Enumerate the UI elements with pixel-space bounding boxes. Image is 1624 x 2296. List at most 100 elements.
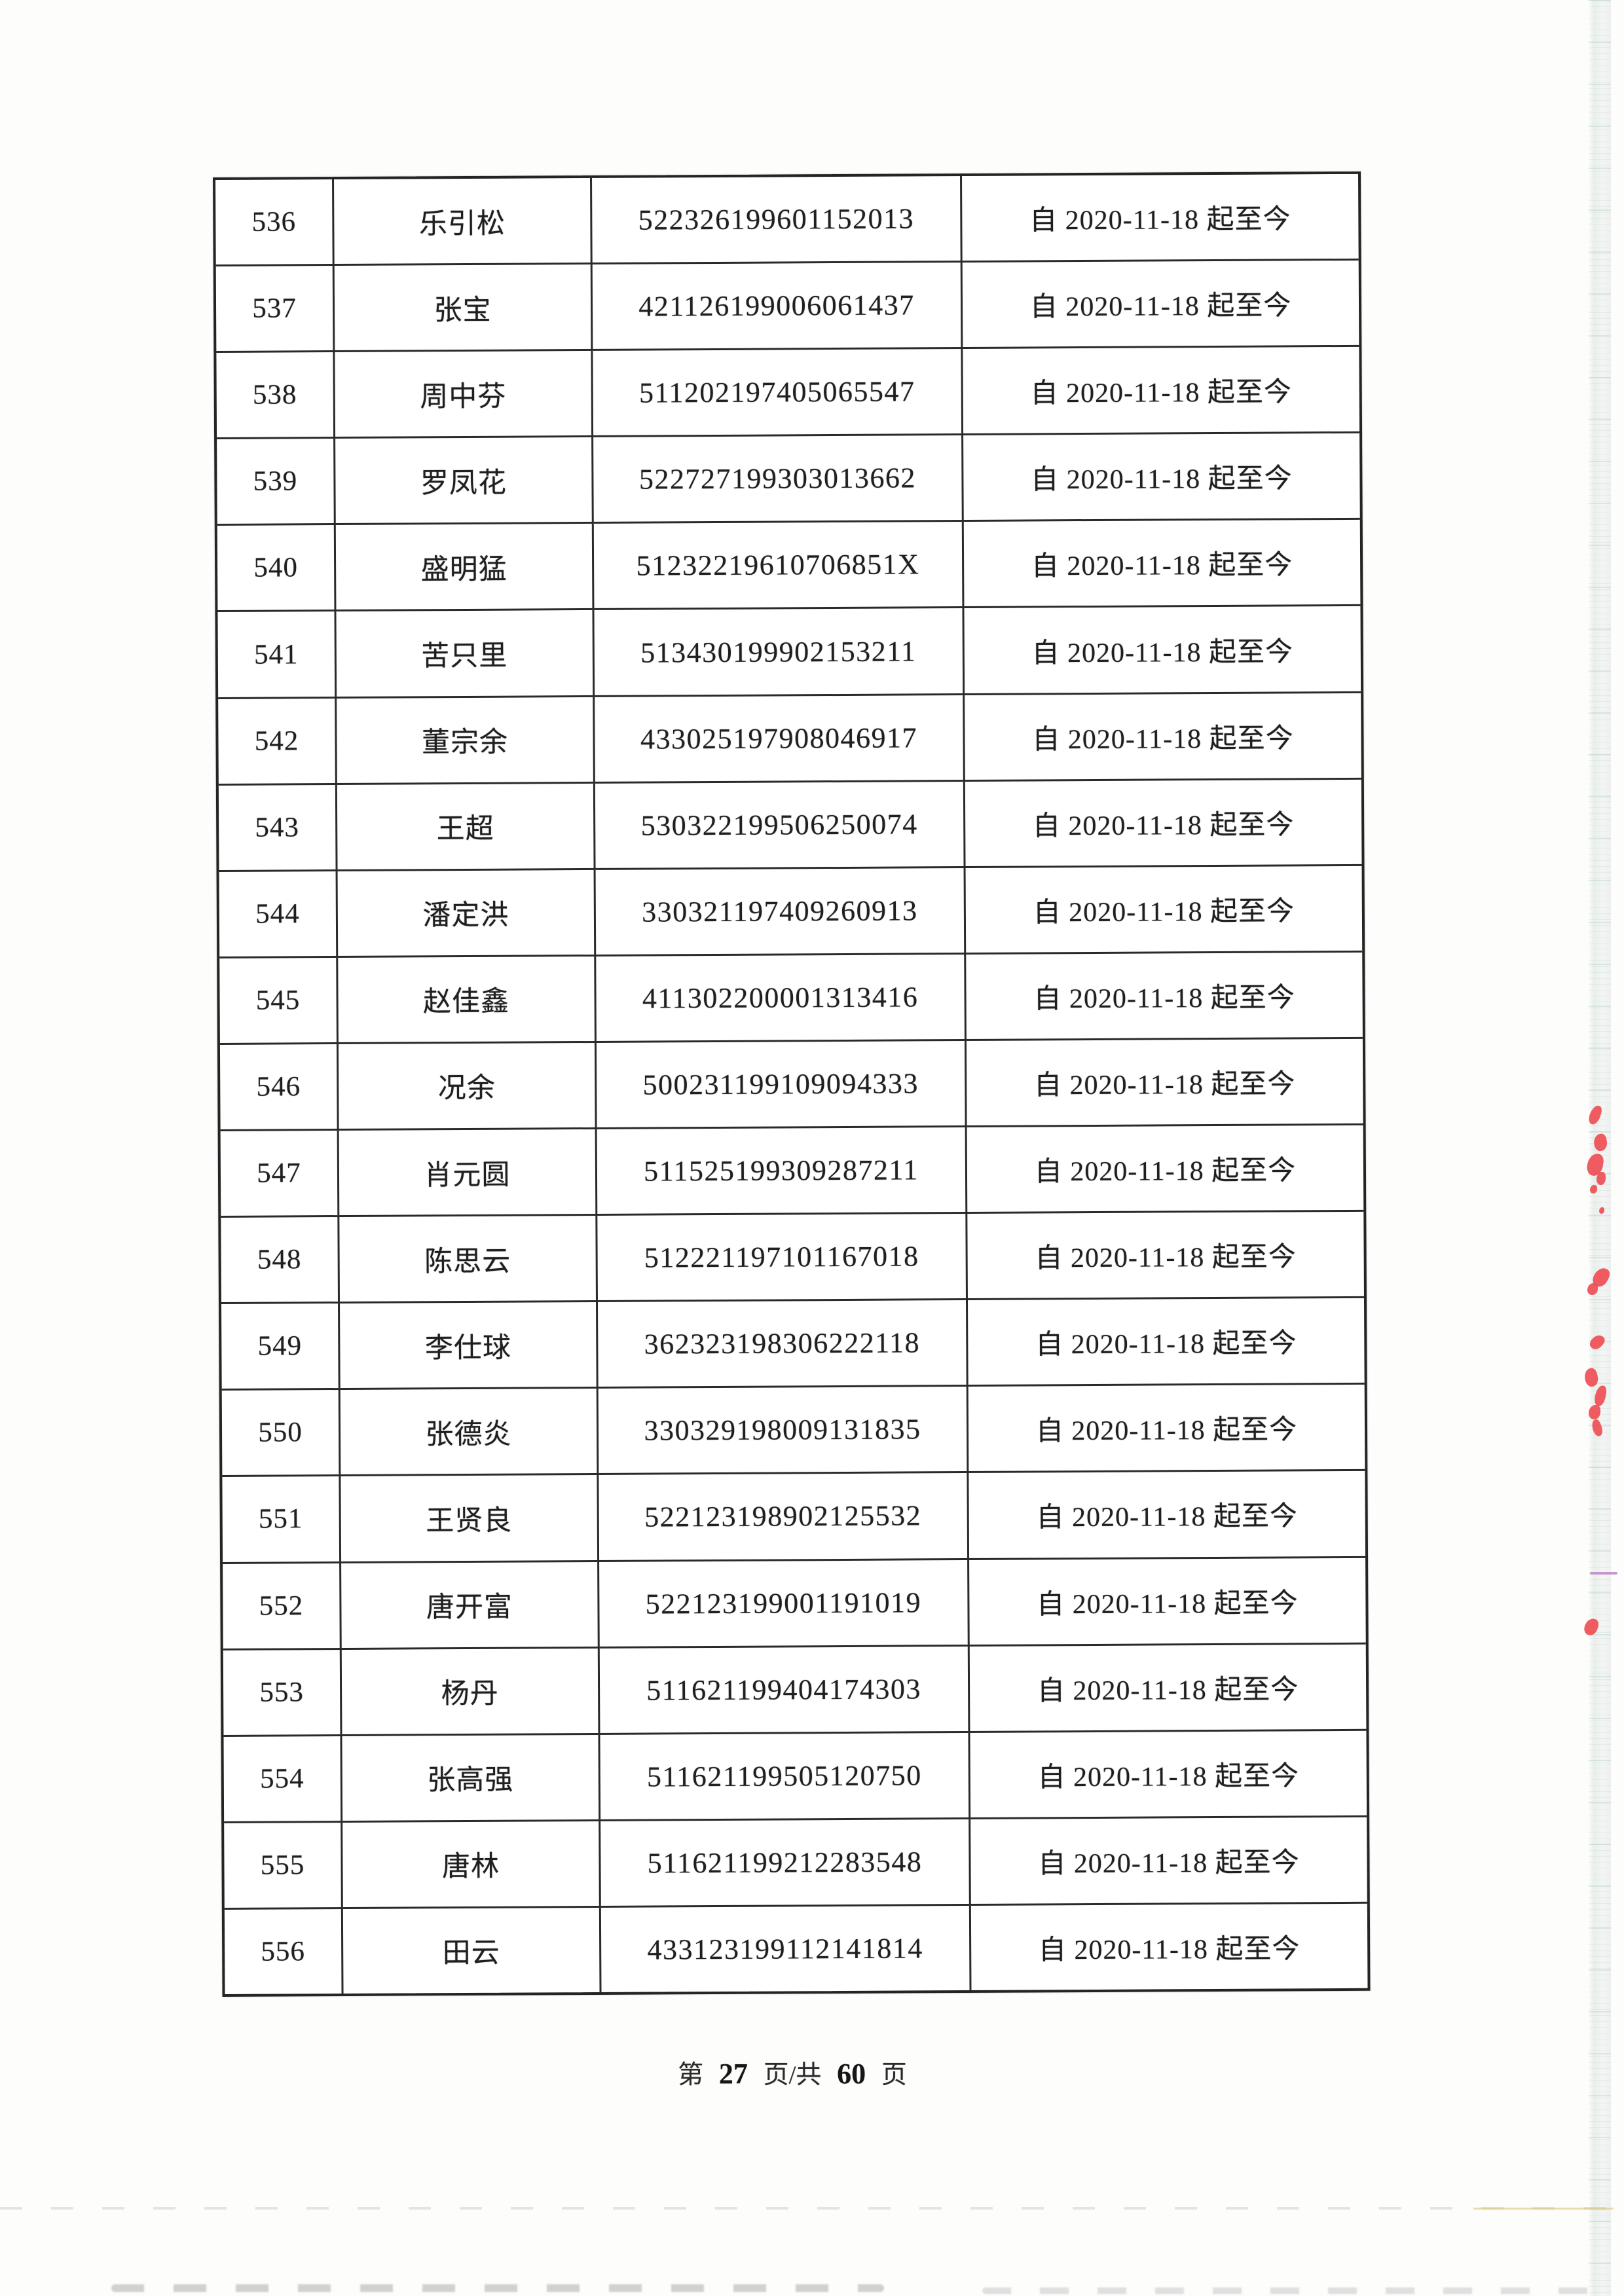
row-index-cell: 554	[223, 1736, 343, 1821]
name-cell: 唐开富	[341, 1561, 600, 1648]
name-cell: 张高强	[342, 1734, 601, 1821]
name-cell: 张宝	[334, 264, 593, 351]
period-cell: 自 2020-11-18 起至今	[1029, 204, 1291, 236]
yellow-streak-segment	[1473, 2208, 1614, 2210]
table-body: 536 乐引松 522326199601152013 自 2020-11-18 …	[215, 173, 1368, 1994]
table-row: 556 田云 433123199112141814 自 2020-11-18 起…	[224, 1904, 1368, 1994]
id-number-cell: 511525199309287211	[597, 1127, 968, 1214]
id-number-cell: 522727199303013662	[593, 435, 964, 522]
period-cell: 自 2020-11-18 起至今	[1029, 291, 1292, 323]
name-cell: 王超	[337, 783, 596, 869]
row-index-cell: 544	[219, 871, 339, 957]
row-index-cell: 549	[221, 1303, 341, 1389]
id-number-cell: 330321197409260913	[595, 867, 967, 955]
id-number-cell: 511621199505120750	[600, 1732, 971, 1819]
footer-page-number: 27	[718, 2058, 748, 2090]
row-index-cell: 555	[224, 1822, 343, 1908]
period-cell: 自 2020-11-18 起至今	[1037, 1588, 1299, 1620]
id-number-cell: 511202197405065547	[593, 349, 964, 436]
name-cell: 李仕球	[340, 1302, 599, 1389]
id-number-cell: 530322199506250074	[595, 781, 966, 868]
name-cell: 王贤良	[341, 1475, 600, 1561]
row-index-cell: 542	[218, 698, 337, 784]
table-row: 539 罗凤花 522727199303013662 自 2020-11-18 …	[217, 433, 1360, 526]
id-number-cell: 511621199212283548	[600, 1819, 971, 1906]
name-cell: 杨丹	[341, 1648, 600, 1734]
table-row: 545 赵佳鑫 411302200001313416 自 2020-11-18 …	[219, 952, 1363, 1045]
name-cell: 肖元圆	[339, 1129, 598, 1216]
bottom-edge-smudge	[111, 2284, 884, 2292]
id-number-cell: 411302200001313416	[596, 954, 967, 1041]
name-cell: 苦只里	[336, 610, 595, 697]
table-row: 550 张德炎 330329198009131835 自 2020-11-18 …	[221, 1385, 1365, 1478]
name-cell: 陈思云	[339, 1216, 598, 1302]
row-index-cell: 551	[222, 1476, 342, 1562]
name-cell: 董宗余	[337, 697, 595, 783]
period-cell: 自 2020-11-18 起至今	[1030, 377, 1293, 409]
id-number-cell: 522123198902125532	[599, 1473, 970, 1560]
id-number-cell: 51232219610706851X	[593, 522, 965, 609]
id-number-cell: 512221197101167018	[597, 1214, 968, 1301]
row-index-cell: 543	[218, 784, 338, 870]
table-row: 546 况余 500231199109094333 自 2020-11-18 起…	[219, 1038, 1363, 1131]
row-index-cell: 553	[223, 1649, 342, 1735]
row-index-cell: 540	[217, 525, 337, 611]
row-index-cell: 556	[224, 1908, 344, 1994]
period-cell: 自 2020-11-18 起至今	[1031, 636, 1294, 668]
table-row: 540 盛明猛 51232219610706851X 自 2020-11-18 …	[217, 520, 1361, 613]
row-index-cell: 538	[216, 352, 336, 438]
row-index-cell: 552	[223, 1563, 342, 1649]
name-cell: 罗凤花	[335, 437, 594, 524]
period-cell: 自 2020-11-18 起至今	[1033, 896, 1295, 928]
id-number-cell: 522123199001191019	[599, 1559, 970, 1647]
table-row: 543 王超 530322199506250074 自 2020-11-18 起…	[218, 779, 1362, 872]
red-ink-mark	[1590, 1185, 1597, 1194]
table-row: 553 杨丹 511621199404174303 自 2020-11-18 起…	[223, 1644, 1367, 1737]
table-row: 548 陈思云 512221197101167018 自 2020-11-18 …	[221, 1211, 1364, 1305]
table-row: 552 唐开富 522123199001191019 自 2020-11-18 …	[223, 1558, 1366, 1650]
id-number-cell: 362323198306222118	[598, 1300, 969, 1387]
period-cell: 自 2020-11-18 起至今	[1035, 1415, 1298, 1447]
id-number-cell: 513430199902153211	[594, 608, 965, 695]
name-cell: 潘定洪	[337, 869, 597, 956]
name-cell: 张德炎	[340, 1389, 599, 1475]
period-cell: 自 2020-11-18 起至今	[1035, 1328, 1297, 1360]
roster-table: 536 乐引松 522326199601152013 自 2020-11-18 …	[213, 171, 1371, 1997]
table-row: 537 张宝 421126199006061437 自 2020-11-18 起…	[215, 260, 1359, 354]
footer-label-middle: 页/共	[763, 2061, 822, 2089]
id-number-cell: 330329198009131835	[598, 1387, 969, 1474]
footer-label-suffix: 页	[881, 2061, 907, 2089]
table-row: 554 张高强 511621199505120750 自 2020-11-18 …	[223, 1730, 1367, 1823]
id-number-cell: 433025197908046917	[595, 695, 965, 782]
name-cell: 赵佳鑫	[338, 956, 597, 1042]
bottom-edge-smudge	[982, 2287, 1604, 2294]
row-index-cell: 547	[220, 1131, 340, 1216]
name-cell: 田云	[342, 1907, 602, 1994]
id-number-cell: 421126199006061437	[592, 263, 963, 350]
name-cell: 况余	[338, 1042, 597, 1129]
table-row: 542 董宗余 433025197908046917 自 2020-11-18 …	[218, 693, 1361, 786]
row-index-cell: 539	[217, 439, 336, 524]
red-ink-mark	[1596, 1172, 1606, 1185]
name-cell: 盛明猛	[335, 524, 595, 610]
purple-ink-mark	[1590, 1572, 1617, 1575]
period-cell: 自 2020-11-18 起至今	[1034, 1156, 1297, 1188]
period-cell: 自 2020-11-18 起至今	[1031, 550, 1293, 582]
period-cell: 自 2020-11-18 起至今	[1033, 983, 1295, 1015]
id-number-cell: 500231199109094333	[596, 1040, 967, 1127]
row-index-cell: 550	[221, 1390, 341, 1476]
period-cell: 自 2020-11-18 起至今	[1035, 1242, 1297, 1274]
table-row: 551 王贤良 522123198902125532 自 2020-11-18 …	[222, 1471, 1366, 1564]
period-cell: 自 2020-11-18 起至今	[1037, 1761, 1300, 1793]
table-row: 536 乐引松 522326199601152013 自 2020-11-18 …	[215, 173, 1359, 267]
name-cell: 乐引松	[334, 177, 593, 264]
row-index-cell: 537	[215, 266, 335, 352]
row-index-cell: 536	[215, 179, 335, 265]
row-index-cell: 545	[219, 957, 339, 1043]
id-number-cell: 522326199601152013	[592, 176, 963, 263]
period-cell: 自 2020-11-18 起至今	[1032, 810, 1295, 842]
name-cell: 周中芬	[335, 351, 594, 437]
table-row: 555 唐林 511621199212283548 自 2020-11-18 起…	[224, 1817, 1367, 1910]
row-index-cell: 546	[219, 1044, 339, 1129]
